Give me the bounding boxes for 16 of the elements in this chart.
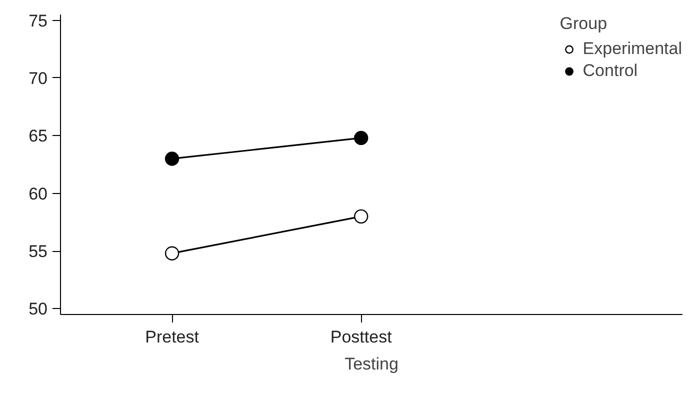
y-tick-label: 55 (28, 242, 48, 262)
legend-title: Group (560, 14, 608, 34)
x-tick-label: Pretest (145, 328, 200, 346)
y-tick-label: 75 (28, 11, 48, 30)
y-tick-label: 70 (28, 68, 48, 88)
legend-label: Control (582, 61, 638, 81)
legend-label: Experimental (582, 39, 682, 59)
point (164, 152, 180, 166)
point (354, 130, 368, 146)
point (164, 246, 180, 260)
x-tick-label: Posttest (330, 328, 392, 346)
y-tick-label: 60 (28, 184, 48, 204)
y-tick-label: 65 (28, 126, 48, 146)
point (354, 209, 368, 224)
x-axis-title: Testing (344, 354, 398, 374)
y-tick-label: 50 (28, 300, 48, 319)
